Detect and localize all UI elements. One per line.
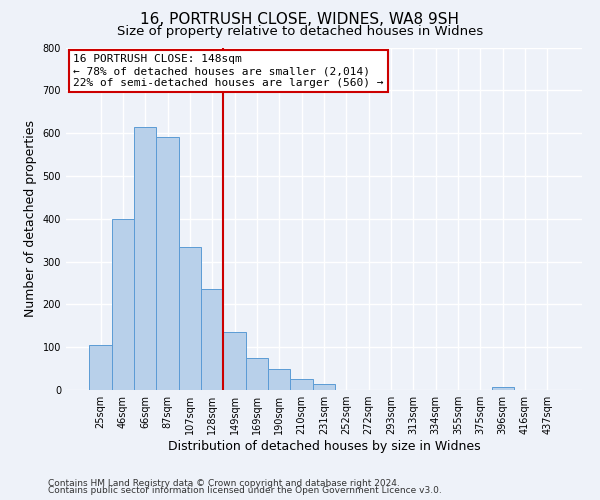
Bar: [157, 138, 179, 390]
Bar: [112, 219, 134, 390]
Bar: [89, 345, 112, 390]
Bar: [179, 246, 201, 390]
Bar: [134, 126, 157, 390]
Text: 16 PORTRUSH CLOSE: 148sqm
← 78% of detached houses are smaller (2,014)
22% of se: 16 PORTRUSH CLOSE: 148sqm ← 78% of detac…: [73, 54, 383, 88]
Bar: [223, 332, 246, 390]
Bar: [246, 358, 268, 390]
Text: 16, PORTRUSH CLOSE, WIDNES, WA8 9SH: 16, PORTRUSH CLOSE, WIDNES, WA8 9SH: [140, 12, 460, 28]
Bar: [268, 368, 290, 390]
X-axis label: Distribution of detached houses by size in Widnes: Distribution of detached houses by size …: [167, 440, 481, 453]
Bar: [491, 386, 514, 390]
Text: Size of property relative to detached houses in Widnes: Size of property relative to detached ho…: [117, 25, 483, 38]
Bar: [290, 380, 313, 390]
Bar: [313, 384, 335, 390]
Text: Contains HM Land Registry data © Crown copyright and database right 2024.: Contains HM Land Registry data © Crown c…: [48, 478, 400, 488]
Text: Contains public sector information licensed under the Open Government Licence v3: Contains public sector information licen…: [48, 486, 442, 495]
Bar: [201, 290, 223, 390]
Y-axis label: Number of detached properties: Number of detached properties: [24, 120, 37, 318]
